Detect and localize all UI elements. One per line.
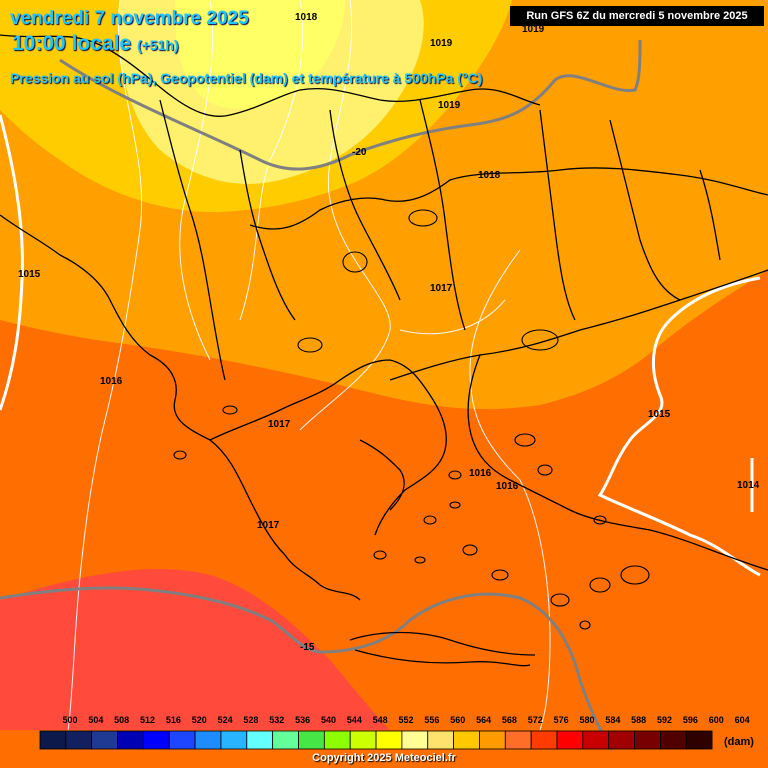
legend-swatch [660, 730, 687, 750]
legend-tick: 532 [269, 715, 284, 725]
legend-tick: 544 [347, 715, 362, 725]
legend-tick: 540 [321, 715, 336, 725]
isobar-1015 [0, 114, 761, 577]
legend-swatch [91, 730, 118, 750]
legend-tick: 592 [657, 715, 672, 725]
pressure-labels: 1018 1019 1019 1019 1018 1015 1017 1016 … [18, 12, 760, 531]
legend-tick: 588 [631, 715, 646, 725]
legend-tick: 512 [140, 715, 155, 725]
legend-swatch [634, 730, 661, 750]
legend-tick: 516 [166, 715, 181, 725]
legend-tick: 560 [450, 715, 465, 725]
legend-tick: 600 [709, 715, 724, 725]
legend-tick: 580 [579, 715, 594, 725]
legend-tick: 584 [605, 715, 620, 725]
legend-tick: 504 [88, 715, 103, 725]
color-legend: 500 504 508 512 516 520 524 528 532 536 540 544 548 5… [39, 715, 750, 750]
legend-swatch [453, 730, 480, 750]
pressure-label: 1014 [737, 480, 760, 491]
legend-swatch [39, 730, 67, 750]
pressure-label: 1017 [257, 520, 280, 531]
legend-swatch [530, 730, 558, 750]
legend-tick: 536 [295, 715, 310, 725]
pressure-label: 1018 [295, 12, 318, 23]
legend-tick: 564 [476, 715, 491, 725]
legend-tick: 520 [192, 715, 207, 725]
pressure-label: 1019 [438, 100, 461, 111]
forecast-time: 10:00 locale (+51h) [12, 32, 179, 56]
legend-swatch [504, 730, 532, 750]
legend-tick: 572 [528, 715, 543, 725]
legend-swatch [556, 730, 584, 750]
legend-swatch [168, 730, 196, 750]
coastlines [0, 34, 768, 667]
legend-tick: 604 [735, 715, 750, 725]
legend-swatch [323, 730, 351, 750]
legend-swatch [479, 730, 506, 750]
isobars [67, 0, 551, 731]
legend-swatch [427, 730, 455, 750]
legend-tick: 548 [373, 715, 388, 725]
legend-swatch [608, 730, 635, 750]
legend-swatch [401, 730, 429, 750]
pressure-label: 1015 [18, 269, 41, 280]
temperature-labels: -20 -15 [300, 147, 367, 653]
legend-tick: 500 [62, 715, 77, 725]
legend-ticks: 500 504 508 512 516 520 524 528 532 536 540 544 548 5… [62, 715, 749, 725]
forecast-time-text: 10:00 locale [12, 32, 132, 55]
pressure-label: 1019 [430, 38, 453, 49]
legend-swatch [117, 730, 144, 750]
pressure-label: 1019 [522, 24, 545, 35]
legend-swatch [65, 730, 93, 750]
legend-tick: 576 [554, 715, 569, 725]
legend-tick: 552 [399, 715, 414, 725]
legend-swatch [582, 730, 610, 750]
legend-swatches [39, 730, 713, 750]
temperature-label: -15 [300, 642, 315, 653]
legend-tick: 596 [683, 715, 698, 725]
zone-572 [0, 569, 390, 730]
temperature-label: -20 [352, 147, 367, 158]
legend-swatch [298, 730, 325, 750]
pressure-label: 1017 [430, 283, 453, 294]
forecast-offset: (+51h) [136, 37, 179, 53]
pressure-label: 1018 [478, 170, 501, 181]
map-subtitle: Pression au sol (hPa), Geopotentiel (dam… [10, 70, 483, 86]
legend-swatch [349, 730, 377, 750]
run-info: Run GFS 6Z du mercredi 5 novembre 2025 [510, 6, 764, 26]
isotherms [0, 39, 642, 751]
legend-swatch [272, 730, 299, 750]
forecast-date: vendredi 7 novembre 2025 [10, 8, 249, 29]
legend-tick: 528 [243, 715, 258, 725]
pressure-label: 1016 [496, 481, 519, 492]
legend-swatch [375, 730, 403, 750]
legend-swatch [246, 730, 274, 750]
copyright: Copyright 2025 Meteociel.fr [312, 752, 456, 764]
legend-tick: 508 [114, 715, 129, 725]
legend-unit: (dam) [724, 736, 754, 748]
pressure-label: 1016 [469, 468, 492, 479]
islands [173, 209, 650, 630]
legend-swatch [142, 730, 170, 750]
pressure-label: 1015 [648, 409, 671, 420]
legend-swatch [194, 730, 222, 750]
pressure-label: 1017 [268, 419, 291, 430]
legend-swatch [685, 730, 713, 750]
legend-tick: 556 [424, 715, 439, 725]
pressure-label: 1016 [100, 376, 123, 387]
legend-tick: 568 [502, 715, 517, 725]
legend-tick: 524 [218, 715, 233, 725]
legend-swatch [220, 730, 248, 750]
